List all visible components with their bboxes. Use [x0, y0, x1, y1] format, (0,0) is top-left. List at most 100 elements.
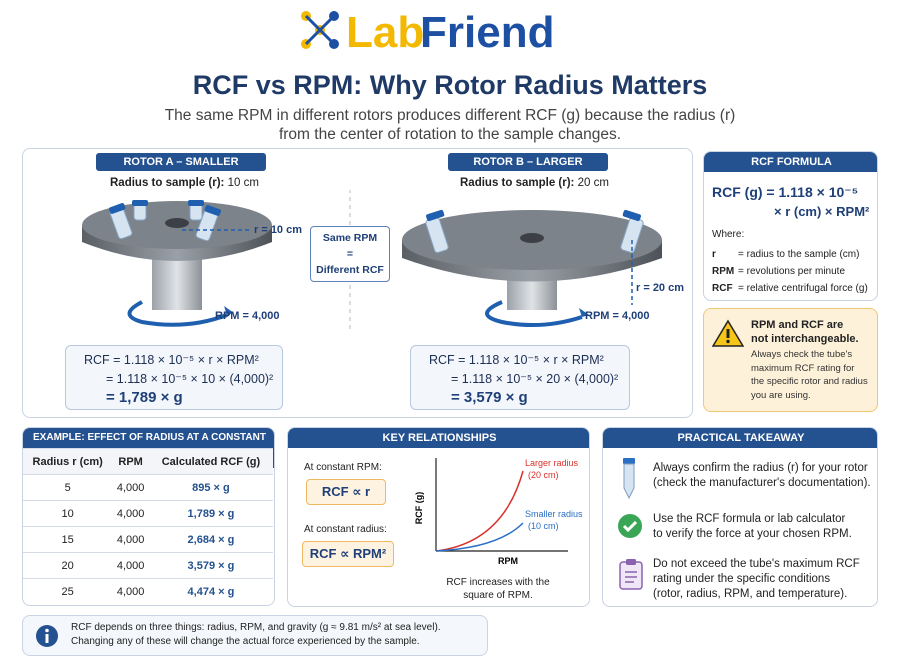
radius-label: Radius to sample (r): — [110, 177, 225, 189]
cell: 4,000 — [112, 526, 149, 553]
caption-line: RCF increases with the — [446, 577, 550, 588]
formula-panel: RCF FORMULA RCF (g) = 1.118 × 10⁻⁵ × r (… — [703, 151, 878, 301]
relation: RCF ∝ r — [306, 479, 386, 505]
warning-text: Always check the tube's — [751, 349, 853, 360]
comparison-box: Same RPM = Different RCF — [310, 226, 390, 282]
subtitle-line: from the center of rotation to the sampl… — [278, 126, 622, 143]
cell: 4,000 — [112, 578, 149, 605]
radius-value: 20 cm — [577, 177, 609, 189]
tube-icon — [623, 458, 635, 500]
warning-text: the specific rotor and radius — [751, 376, 868, 387]
definitions: r = radius to the sample (cm) RPM = revolu… — [712, 246, 868, 297]
cell: 2,684 × g — [148, 526, 273, 553]
cell: 4,000 — [112, 474, 149, 501]
curve-label: (10 cm) — [528, 521, 559, 531]
cell: 20 — [23, 552, 113, 579]
column-header: Radius r (cm) — [23, 448, 113, 475]
axis-label: RPM — [498, 556, 518, 566]
warning-text: you are using. — [751, 389, 811, 401]
formula-box: RCF = 1.118 × 10⁻⁵ × r × RPM² = 1.118 × … — [65, 345, 283, 410]
rpm-callout: RPM = 4,000 — [585, 310, 650, 322]
takeaway-line: (rotor, radius, RPM, and temperature). — [653, 588, 848, 600]
cell: 4,000 — [112, 552, 149, 579]
def-text: = revolutions per minute — [738, 266, 846, 277]
curve-large — [435, 470, 524, 552]
column-header: Calculated RCF (g) — [148, 448, 273, 475]
subtitle: The same RPM in different rotors produce… — [0, 106, 900, 144]
def-term: r — [712, 249, 716, 260]
warning-text: maximum RCF rating for — [751, 362, 855, 374]
r-callout: r = 20 cm — [636, 282, 685, 294]
warning-title: RPM and RCF are — [751, 319, 844, 331]
table: Radius r (cm) RPM Calculated RCF (g) 5 4,00… — [23, 448, 273, 605]
takeaway-line: Always confirm the radius (r) for your r… — [653, 462, 868, 474]
r-callout: r = 10 cm — [254, 224, 303, 236]
takeaway-line: Use the RCF formula or lab calculator — [653, 513, 846, 525]
table-panel: EXAMPLE: EFFECT OF RADIUS AT A CONSTANT … — [22, 427, 275, 606]
cell: 5 — [23, 474, 113, 501]
info-icon — [36, 625, 58, 647]
formula-line: × r (cm) × RPM² — [774, 204, 870, 219]
note-line: Changing any of these will change the ac… — [71, 636, 420, 647]
relationships-panel: KEY RELATIONSHIPS At constant RPM: RCF ∝… — [287, 427, 590, 607]
relation: RCF ∝ RPM² — [302, 541, 394, 567]
takeaway-item: Use the RCF formula or lab calculator to … — [653, 512, 852, 542]
def-term: RPM — [712, 266, 735, 277]
formula-line: = 1.118 × 10⁻⁵ × 20 × (4,000)² — [451, 372, 619, 386]
def-term: RCF — [712, 283, 733, 294]
rotor-heading: ROTOR A – SMALLER RADIUS — [96, 153, 266, 186]
curve-label: (20 cm) — [528, 470, 559, 480]
panel-heading: PRACTICAL TAKEAWAY — [603, 428, 877, 448]
cell: 4,474 × g — [148, 578, 273, 605]
cell: 3,579 × g — [148, 552, 273, 579]
formula-result: = 1,789 × g — [106, 389, 183, 406]
relation-label: At constant radius: — [304, 524, 387, 535]
formula-line: RCF = 1.118 × 10⁻⁵ × r × RPM² — [429, 353, 604, 367]
takeaway-line: to verify the force at your chosen RPM. — [653, 528, 852, 540]
formula-line: RCF (g) = 1.118 × 10⁻⁵ — [712, 184, 859, 200]
comparison-text: Different RCF — [316, 264, 384, 276]
curve-label: Larger radius — [525, 458, 579, 468]
title: RCF vs RPM: Why Rotor Radius Matters — [192, 70, 708, 100]
logo-text: Friend — [420, 8, 554, 56]
curve-label: Smaller radius — [525, 509, 583, 519]
panel-heading: RCF FORMULA — [704, 152, 877, 172]
relationship-chart: RCF (g) RPM Larger radius (20 cm) Smalle… — [414, 458, 583, 566]
cell: 25 — [23, 578, 113, 605]
panel-heading: KEY RELATIONSHIPS — [288, 428, 589, 448]
radius-value: 10 cm — [227, 177, 259, 189]
formula-line: = 1.118 × 10⁻⁵ × 10 × (4,000)² — [106, 372, 274, 386]
cell: 10 — [23, 500, 113, 527]
comparison-text: = — [346, 248, 354, 260]
takeaway-line: Do not exceed the tube's maximum RCF — [653, 558, 860, 570]
where-label: Where: — [712, 229, 745, 240]
note-panel: RCF depends on three things: radius, RPM… — [22, 615, 488, 656]
subtitle-line: The same RPM in different rotors produce… — [164, 107, 736, 124]
radius-text: Radius to sample (r): 10 cm — [110, 177, 259, 189]
rotor-heading: ROTOR B – LARGER RADIUS — [448, 153, 608, 186]
cell: 1,789 × g — [148, 500, 273, 527]
note-line: RCF depends on three things: radius, RPM… — [71, 622, 441, 633]
column-header: RPM — [112, 448, 149, 475]
takeaway-item: Always confirm the radius (r) for your r… — [653, 461, 871, 491]
comparison-text: Same RPM — [322, 232, 378, 244]
caption-line: square of RPM. — [463, 590, 533, 601]
warning-icon — [712, 319, 744, 347]
clipboard-icon — [619, 559, 643, 590]
takeaway-line: (check the manufacturer's documentation)… — [653, 477, 871, 489]
rpm-callout: RPM = 4,000 — [215, 310, 280, 322]
radius-text: Radius to sample (r): 20 cm — [460, 177, 609, 189]
warning-panel: RPM and RCF are not interchangeable. Alw… — [703, 308, 878, 412]
takeaway-panel: PRACTICAL TAKEAWAY Always confirm the ra… — [602, 427, 878, 607]
logo-text: Lab — [346, 8, 424, 56]
cell: 895 × g — [148, 474, 273, 501]
formula-line: RCF = 1.118 × 10⁻⁵ × r × RPM² — [84, 353, 259, 367]
def-text: = radius to the sample (cm) — [738, 249, 860, 260]
def-text: = relative centrifugal force (g) — [738, 283, 868, 294]
takeaway-line: rating under the specific conditions — [653, 573, 831, 585]
curve-small — [435, 522, 524, 552]
cell: 15 — [23, 526, 113, 553]
cell: 4,000 — [112, 500, 149, 527]
relation-label: At constant RPM: — [304, 462, 382, 473]
axis-label: RCF (g) — [414, 492, 424, 525]
